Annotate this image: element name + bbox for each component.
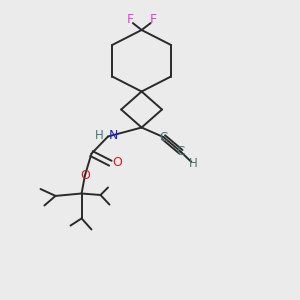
Text: C: C	[177, 145, 185, 158]
Text: F: F	[127, 13, 134, 26]
Text: N: N	[109, 129, 118, 142]
Text: O: O	[112, 156, 122, 169]
Text: O: O	[80, 169, 90, 182]
Text: H: H	[94, 129, 103, 142]
Text: H: H	[188, 157, 197, 170]
Text: F: F	[149, 13, 157, 26]
Text: C: C	[159, 130, 168, 144]
